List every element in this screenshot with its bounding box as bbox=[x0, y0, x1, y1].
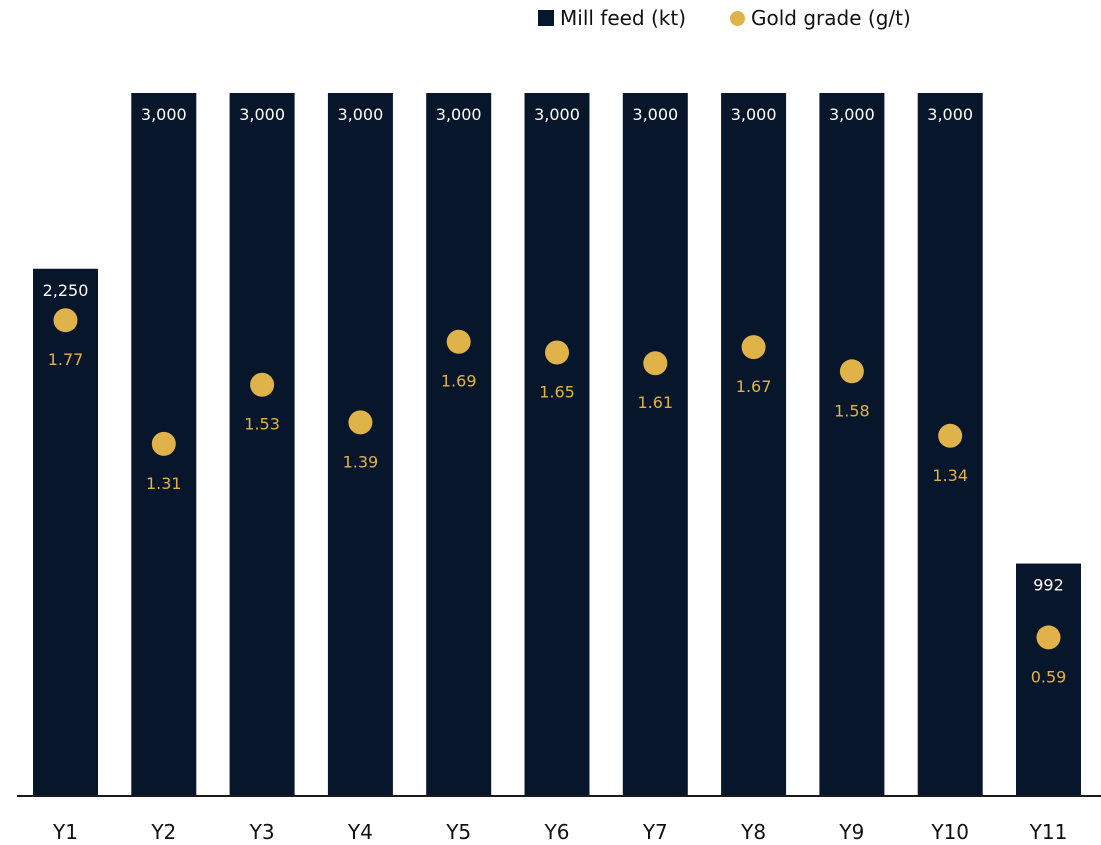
legend: Mill feed (kt) Gold grade (g/t) bbox=[538, 6, 911, 30]
bar-value-label: 3,000 bbox=[239, 105, 285, 124]
grade-marker bbox=[151, 431, 176, 456]
bar-value-label: 3,000 bbox=[141, 105, 187, 124]
bar-value-label: 3,000 bbox=[534, 105, 580, 124]
bar-value-label: 3,000 bbox=[436, 105, 482, 124]
x-tick-label: Y1 bbox=[52, 820, 78, 844]
legend-swatch-gold-grade bbox=[730, 10, 746, 26]
grade-marker bbox=[250, 372, 275, 397]
bar-mill-feed bbox=[721, 93, 787, 796]
bar-mill-feed bbox=[327, 93, 393, 796]
grade-marker bbox=[53, 308, 78, 333]
x-tick-label: Y7 bbox=[642, 820, 668, 844]
grade-marker bbox=[348, 410, 373, 435]
bar-value-label: 992 bbox=[1033, 576, 1064, 595]
bar-mill-feed bbox=[622, 93, 688, 796]
x-tick-label: Y2 bbox=[150, 820, 176, 844]
bar-mill-feed bbox=[524, 93, 590, 796]
grade-marker bbox=[839, 359, 864, 384]
bar-value-label: 3,000 bbox=[829, 105, 875, 124]
grade-value-label: 1.61 bbox=[637, 393, 673, 412]
grade-marker bbox=[446, 329, 471, 354]
grade-value-label: 1.65 bbox=[539, 382, 575, 401]
grade-value-label: 1.53 bbox=[244, 415, 280, 434]
bar-value-label: 3,000 bbox=[731, 105, 777, 124]
grade-marker bbox=[1036, 625, 1061, 650]
legend-item-mill-feed: Mill feed (kt) bbox=[538, 6, 686, 30]
grade-marker bbox=[643, 351, 668, 376]
bar-mill-feed bbox=[229, 93, 295, 796]
grade-value-label: 1.34 bbox=[932, 466, 968, 485]
grade-value-label: 1.69 bbox=[441, 372, 477, 391]
bar-mill-feed bbox=[1016, 563, 1081, 796]
bar-mill-feed bbox=[426, 93, 492, 796]
bar-value-label: 3,000 bbox=[927, 105, 973, 124]
grade-marker bbox=[938, 423, 963, 448]
x-tick-label: Y4 bbox=[347, 820, 373, 844]
grade-marker bbox=[741, 335, 766, 360]
grade-value-label: 1.31 bbox=[146, 474, 182, 493]
grade-value-label: 1.58 bbox=[834, 401, 870, 420]
x-tick-label: Y9 bbox=[838, 820, 864, 844]
bar-value-label: 2,250 bbox=[43, 281, 89, 300]
x-tick-label: Y5 bbox=[445, 820, 471, 844]
x-tick-label: Y11 bbox=[1029, 820, 1068, 844]
bar-mill-feed bbox=[819, 93, 885, 796]
x-tick-label: Y10 bbox=[930, 820, 969, 844]
legend-item-gold-grade: Gold grade (g/t) bbox=[730, 6, 911, 30]
grade-value-label: 0.59 bbox=[1031, 667, 1067, 686]
bar-mill-feed bbox=[33, 268, 98, 796]
legend-swatch-mill-feed bbox=[538, 10, 554, 26]
grade-value-label: 1.67 bbox=[736, 377, 772, 396]
bar-value-label: 3,000 bbox=[337, 105, 383, 124]
x-tick-label: Y8 bbox=[740, 820, 766, 844]
grade-marker bbox=[545, 340, 569, 365]
legend-label-gold-grade: Gold grade (g/t) bbox=[751, 6, 911, 30]
x-tick-label: Y3 bbox=[249, 820, 275, 844]
grade-value-label: 1.39 bbox=[343, 452, 379, 471]
x-tick-label: Y6 bbox=[544, 820, 570, 844]
grade-value-label: 1.77 bbox=[48, 350, 84, 369]
legend-label-mill-feed: Mill feed (kt) bbox=[560, 6, 687, 30]
bar-value-label: 3,000 bbox=[632, 105, 678, 124]
